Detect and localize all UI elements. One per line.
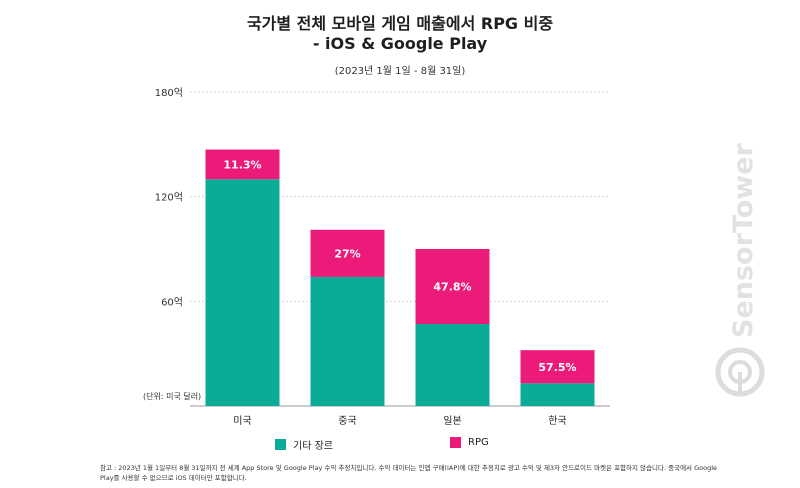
x-tick-label: 한국 (548, 415, 566, 427)
rpg-share-label: 57.5% (538, 361, 576, 374)
legend-swatch-other (275, 439, 286, 450)
bar-segment-rpg (520, 350, 595, 384)
legend-item-rpg: RPG (450, 437, 489, 448)
bar-segment-other (310, 276, 385, 406)
bar-segment-other (205, 179, 280, 406)
bar-segment-rpg (310, 229, 385, 277)
rpg-share-label: 11.3% (223, 158, 261, 171)
x-tick-label: 일본 (443, 415, 461, 427)
legend-label-other: 기타 장르 (293, 441, 333, 452)
y-tick-label: 120억 (155, 192, 183, 204)
rpg-share-label: 47.8% (433, 281, 471, 294)
footnote: 참고 : 2023년 1월 1일부터 8월 31일까지 전 세계 App Sto… (100, 464, 718, 482)
bar-segment-rpg (415, 249, 490, 325)
bar-segment-other (415, 324, 490, 406)
y-tick-label: 180억 (155, 87, 183, 99)
x-tick-label: 미국 (233, 415, 251, 427)
unit-label: (단위: 미국 달러) (143, 391, 201, 401)
chart-title-line2: - iOS & Google Play (312, 34, 488, 53)
chart-title: 국가별 전체 모바일 게임 매출에서 RPG 비중 (246, 14, 554, 33)
chart-subtitle: (2023년 1월 1일 - 8월 31일) (334, 66, 466, 77)
x-tick-label: 중국 (338, 415, 356, 427)
legend-swatch-rpg (450, 437, 461, 448)
legend-label-rpg: RPG (468, 437, 489, 448)
sensortower-watermark: SensorTower (715, 142, 765, 397)
labels: 60억 120억 180억 11.3% 미국 27% 중국 47.8% 일본 57.5% 한국 (155, 87, 577, 427)
watermark-text: SensorTower (728, 142, 759, 338)
bar-segment-rpg (205, 149, 280, 180)
stacked-bar-chart: 60억 120억 180억 11.3% 미국 27% 중국 47.8% 일본 57.5% 한국 (단… (143, 87, 610, 427)
bars (205, 149, 595, 406)
bar-segment-other (520, 383, 595, 406)
legend-item-other: 기타 장르 (275, 437, 333, 452)
sensortower-logo-icon (715, 347, 765, 397)
y-tick-label: 60억 (161, 296, 183, 308)
rpg-share-label: 27% (334, 247, 360, 260)
